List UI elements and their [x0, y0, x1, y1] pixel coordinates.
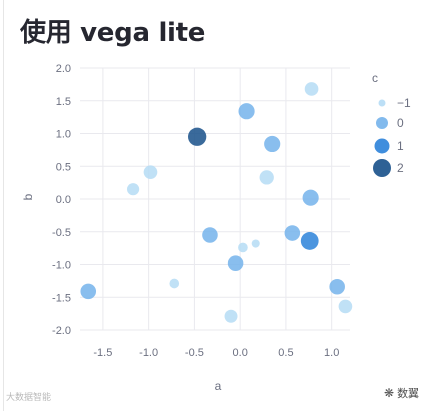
legend-swatch [378, 99, 386, 107]
y-tick-label: 1.0 [56, 129, 71, 141]
data-point [126, 183, 140, 196]
x-tick-label: 0.0 [233, 347, 248, 359]
legend-swatch [374, 138, 390, 154]
y-tick-label: 1.5 [56, 96, 71, 108]
data-point [264, 135, 281, 153]
y-tick-label: 0.0 [56, 194, 71, 206]
x-tick-label: 0.5 [278, 347, 293, 359]
legend-label: −1 [397, 96, 411, 110]
data-point [300, 232, 319, 250]
data-point [338, 299, 353, 314]
x-tick-label: -0.5 [185, 347, 204, 359]
watermark-right-text: 数翼 [397, 388, 420, 400]
x-tick-label: -1.5 [93, 347, 112, 359]
page-title: 使用 vega lite [20, 18, 206, 48]
data-point [329, 278, 345, 295]
data-point [224, 309, 238, 323]
y-tick-label: 2.0 [56, 63, 71, 75]
legend-label: 1 [397, 139, 404, 153]
legend-title: c [372, 71, 378, 85]
y-tick-label: -1.5 [52, 292, 71, 304]
data-point [304, 82, 319, 96]
legend-swatch [376, 117, 388, 129]
watermark-left: 大数据智能 [6, 390, 51, 403]
data-point [227, 255, 244, 271]
data-point [169, 278, 180, 289]
watermark-left-text: 大数据智能 [6, 392, 52, 402]
x-axis-title: a [215, 379, 222, 393]
y-tick-label: -1.0 [52, 260, 71, 272]
watermark-logo-icon: ❋ [384, 386, 395, 400]
data-point [80, 283, 97, 300]
data-point [202, 227, 218, 243]
x-tick-label: 1.0 [324, 347, 339, 359]
x-tick-label: -1.0 [139, 347, 158, 359]
y-tick-label: -0.5 [52, 227, 71, 239]
y-axis-title: b [21, 193, 35, 200]
data-point [251, 239, 260, 248]
page-left-rule [3, 0, 4, 411]
data-point [284, 225, 301, 241]
data-point [259, 170, 274, 185]
watermark-right: ❋ 数翼 [384, 385, 419, 401]
legend-swatch [373, 159, 391, 177]
data-point [187, 127, 207, 146]
y-tick-label: -2.0 [52, 325, 71, 337]
data-point [238, 103, 255, 120]
data-point [143, 165, 158, 179]
y-tick-label: 0.5 [56, 161, 71, 173]
legend-label: 2 [397, 161, 404, 175]
legend-label: 0 [397, 116, 404, 130]
data-point [302, 189, 319, 206]
data-point [238, 242, 248, 253]
